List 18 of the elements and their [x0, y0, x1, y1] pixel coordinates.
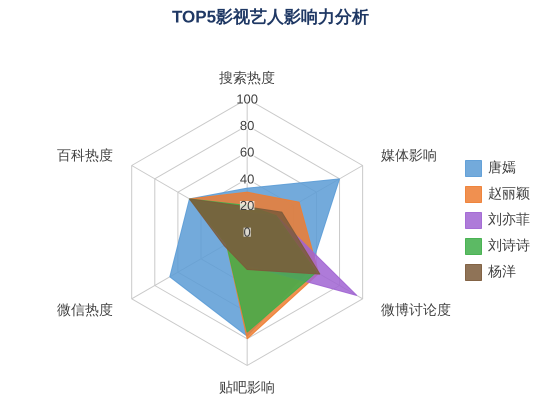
spoke-label: 微博讨论度: [381, 302, 452, 318]
spoke-label: 微信热度: [57, 302, 114, 318]
y-tick-label: 100: [236, 91, 258, 106]
spoke-label: 搜索热度: [219, 70, 276, 86]
y-tick-label: 20: [240, 198, 254, 213]
spoke-label: 贴吧影响: [219, 378, 276, 395]
y-tick-label: 80: [240, 118, 254, 133]
legend-label: 刘亦菲: [488, 211, 530, 229]
legend-label: 唐嫣: [488, 159, 516, 177]
spoke-label: 百科热度: [57, 146, 114, 163]
legend-label: 赵丽颖: [488, 185, 530, 203]
y-tick-label: 40: [240, 171, 254, 186]
legend-label: 刘诗诗: [488, 237, 530, 255]
chart-title: TOP5影视艺人影响力分析: [172, 8, 370, 26]
y-tick-label: 60: [240, 144, 254, 160]
spoke-label: 媒体影响: [381, 146, 438, 163]
legend-label: 杨洋: [488, 263, 516, 281]
y-tick-label: 0: [244, 224, 251, 240]
